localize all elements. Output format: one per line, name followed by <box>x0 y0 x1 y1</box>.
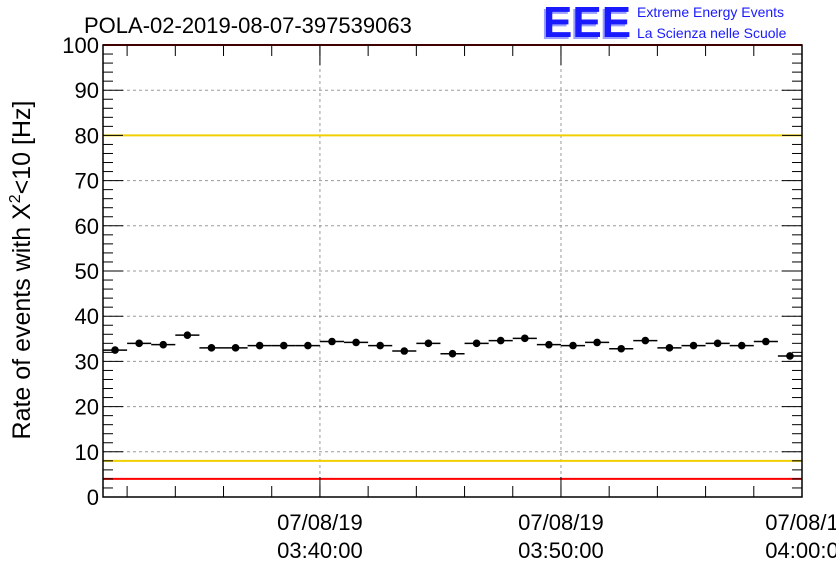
x-tick-date-label: 07/08/1 <box>765 510 836 535</box>
x-tick-date-label: 07/08/19 <box>518 510 604 535</box>
data-point <box>496 336 505 345</box>
data-point <box>617 344 626 353</box>
logo-line-1: Extreme Energy Events <box>637 4 784 20</box>
y-tick-label: 30 <box>75 349 99 374</box>
data-point <box>159 340 168 349</box>
data-point <box>135 339 143 348</box>
chart-title: POLA-02-2019-08-07-397539063 <box>84 13 412 38</box>
y-tick-label: 20 <box>75 395 99 420</box>
eee-logo-shadow: EEE <box>541 0 629 49</box>
data-point <box>304 341 312 350</box>
x-axis: 07/08/19 03:40:00 07/08/19 03:50:00 07/08/1 0… <box>126 45 836 563</box>
data-point <box>328 337 336 346</box>
x-tick-time-label: 04:00:0 <box>765 538 836 563</box>
data-point <box>279 341 288 350</box>
y-tick-label: 10 <box>75 440 99 465</box>
y-tick-label: 70 <box>75 169 99 194</box>
data-point <box>737 341 746 350</box>
data-point <box>400 347 409 355</box>
data-point <box>762 337 770 346</box>
y-tick-label: 90 <box>75 78 99 103</box>
data-point <box>665 344 674 352</box>
data-point <box>183 331 192 339</box>
reference-lines <box>103 44 802 480</box>
data-point <box>352 338 360 347</box>
grid <box>103 45 802 497</box>
y-tick-label: 40 <box>75 304 99 329</box>
x-tick-time-label: 03:50:00 <box>518 538 604 563</box>
logo-line-2: La Scienza nelle Scuole <box>637 25 787 41</box>
y-axis-label-main: Rate of events with <box>8 227 36 440</box>
data-point <box>111 346 119 354</box>
data-point <box>207 344 216 352</box>
data-point <box>376 341 384 350</box>
y-tick-label: 80 <box>75 123 99 148</box>
data-point <box>641 336 650 345</box>
data-point <box>521 334 529 343</box>
y-axis: 0 10 20 30 40 50 60 70 80 90 100 <box>62 33 802 510</box>
y-axis-label-sup: 2 <box>7 194 24 203</box>
data-point <box>689 341 698 350</box>
data-point <box>472 339 481 348</box>
data-point <box>448 349 457 358</box>
data-point <box>545 340 553 349</box>
y-axis-label-rest: <10 [Hz] <box>8 101 36 195</box>
x-tick-date-label: 07/08/19 <box>277 510 363 535</box>
data-point <box>786 352 794 360</box>
data-points <box>103 331 802 360</box>
y-tick-label: 50 <box>75 259 99 284</box>
y-tick-label: 100 <box>62 33 99 58</box>
y-tick-label: 0 <box>87 485 99 510</box>
y-axis-label-symbol: X <box>8 203 36 220</box>
data-point <box>593 338 601 347</box>
y-axis-label: Rate of events with X2<10 [Hz] <box>7 101 36 440</box>
data-point <box>569 341 577 350</box>
y-tick-label: 60 <box>75 214 99 239</box>
x-tick-time-label: 03:40:00 <box>277 538 363 563</box>
eee-logo-mark: EEE <box>543 0 631 47</box>
data-point <box>713 339 722 348</box>
data-point <box>424 339 433 348</box>
data-point <box>231 344 240 352</box>
data-point <box>255 341 264 350</box>
eee-logo: EEE EEE Extreme Energy Events La Scienza… <box>541 0 787 49</box>
